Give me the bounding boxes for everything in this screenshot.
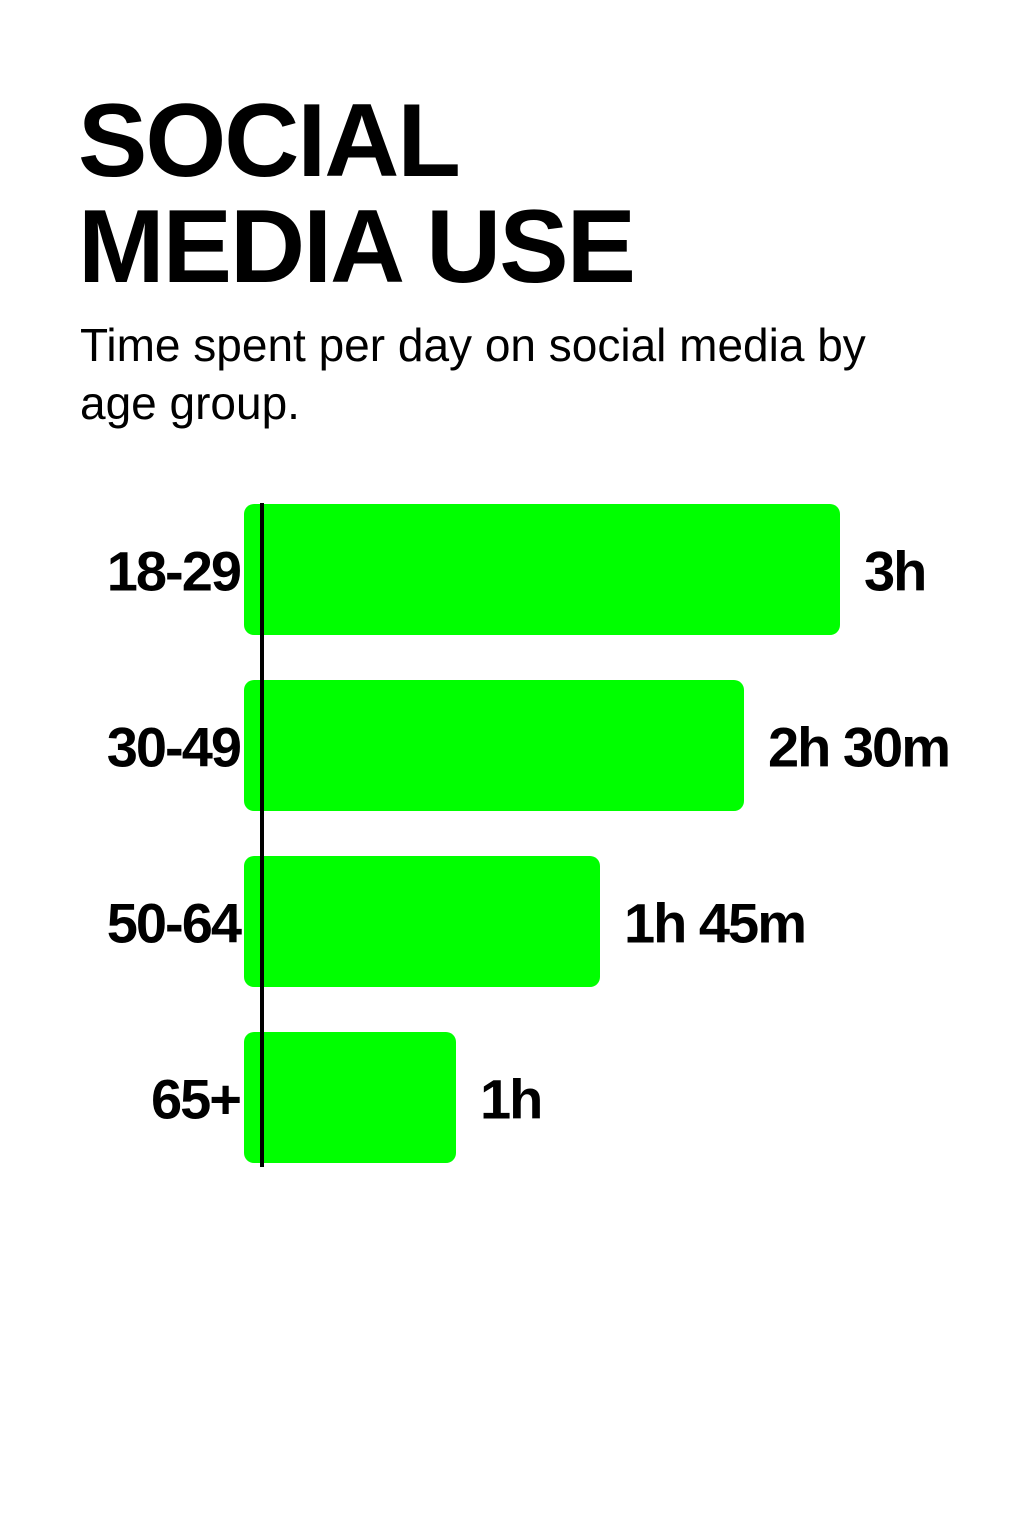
labels-group: 18-29 3h 30-49 2h 30m 50-64 1h 45m 65+ 1h xyxy=(107,540,951,1131)
bar-18-29 xyxy=(244,504,840,635)
chart-title-line-1: SOCIAL xyxy=(78,83,461,199)
value-label: 1h xyxy=(480,1068,541,1131)
bar-50-64 xyxy=(244,856,600,987)
chart-subtitle: Time spent per day on social media by ag… xyxy=(80,319,866,429)
bars-group xyxy=(244,504,840,1163)
bar-65-plus xyxy=(244,1032,456,1163)
chart-title: SOCIAL MEDIA USE xyxy=(78,83,636,305)
value-label: 1h 45m xyxy=(624,892,805,955)
category-label: 18-29 xyxy=(107,540,241,603)
category-label: 30-49 xyxy=(107,716,241,779)
category-label: 65+ xyxy=(151,1068,240,1131)
category-label: 50-64 xyxy=(107,892,242,955)
value-label: 3h xyxy=(864,540,925,603)
value-label: 2h 30m xyxy=(768,716,949,779)
bar-30-49 xyxy=(244,680,744,811)
chart-title-line-2: MEDIA USE xyxy=(78,189,636,305)
